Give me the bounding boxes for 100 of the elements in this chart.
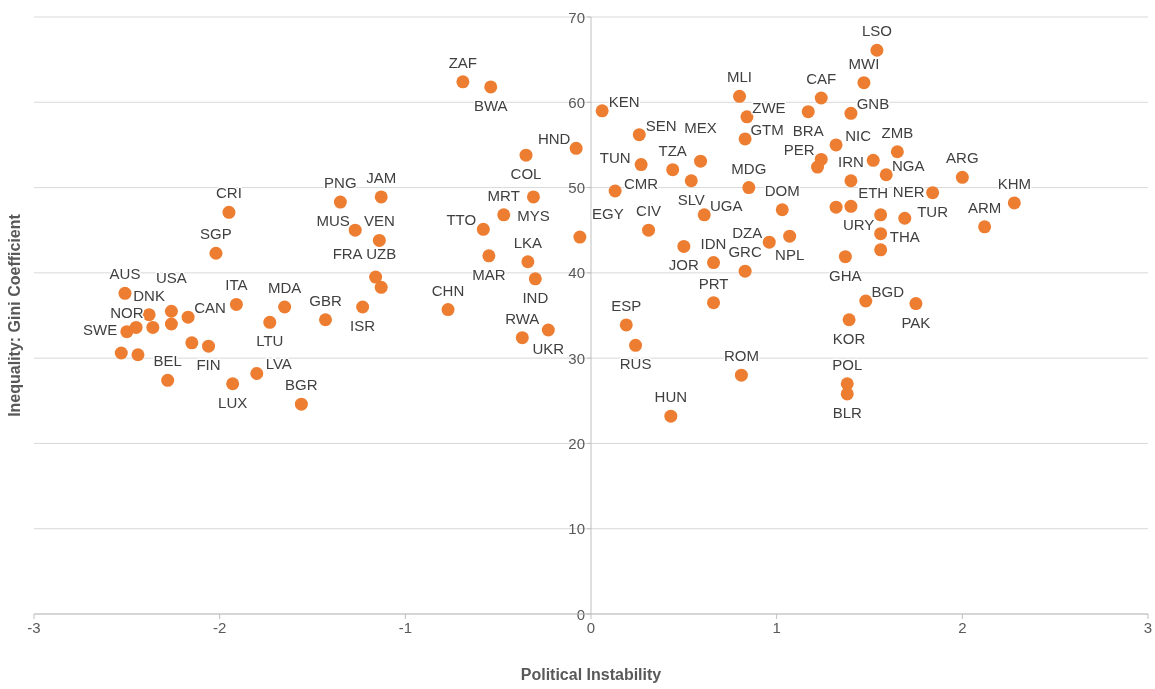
annotation: RWA	[505, 309, 540, 327]
annotation: SEN	[645, 116, 677, 134]
annotation: MWI	[848, 54, 880, 72]
x-tick-label: 3	[1143, 618, 1153, 636]
x-tick-label: 0	[586, 618, 596, 636]
annotation: USA	[155, 269, 187, 287]
annotation: MEX	[684, 119, 717, 137]
annotation: IND	[522, 288, 549, 306]
annotation: COL	[510, 165, 542, 183]
y-tick-label: 20	[568, 434, 585, 452]
annotation: MYS	[517, 206, 550, 224]
annotation: NPL	[775, 246, 805, 264]
x-tick-label: -2	[212, 618, 227, 636]
x-tick-label: -3	[27, 618, 41, 636]
annotation: ZWE	[752, 98, 786, 116]
annotation: GTM	[750, 120, 784, 138]
x-tick-label: 2	[958, 618, 967, 636]
annotation: PRT	[698, 274, 729, 292]
annotation: BEL	[153, 352, 182, 370]
annotation: GRC	[728, 243, 762, 261]
annotation: PAK	[901, 313, 931, 331]
y-tick-label: 40	[568, 264, 585, 282]
annotation: AUS	[109, 265, 141, 283]
annotation: BGD	[871, 283, 905, 300]
x-axis-title: Political Instability	[520, 666, 662, 683]
y-tick-label: 0	[576, 605, 585, 623]
annotation: CAN	[194, 299, 226, 317]
annotation: ZMB	[881, 123, 914, 141]
annotation: MRT	[487, 186, 520, 204]
annotation: CHN	[431, 281, 465, 299]
annotation: JOR	[668, 256, 699, 274]
annotation: TUR	[917, 202, 949, 220]
annotation: HND	[537, 130, 571, 148]
annotation: IDN	[700, 234, 727, 252]
annotation: CIV	[636, 202, 662, 220]
annotation: FRA	[332, 245, 363, 263]
annotation: RUS	[619, 355, 652, 373]
annotation: DZA	[732, 224, 763, 242]
annotation: BRA	[792, 121, 824, 139]
annotation: DNK	[133, 286, 165, 304]
annotation: NGA	[891, 156, 925, 174]
annotation: ARM	[967, 198, 1002, 216]
annotation: PER	[783, 141, 815, 159]
annotation: ARG	[946, 149, 979, 167]
annotation: SGP	[200, 225, 232, 243]
annotation: ESP	[611, 296, 642, 314]
annotation: UGA	[710, 196, 743, 214]
annotation: GNB	[856, 95, 890, 113]
annotation: LUX	[218, 393, 248, 411]
annotation: POL	[832, 355, 863, 373]
annotation: ZAF	[448, 53, 478, 71]
y-tick-label: 10	[568, 520, 585, 538]
annotation: ITA	[225, 276, 248, 294]
annotation: MLI	[727, 68, 753, 86]
annotation: KOR	[832, 329, 866, 347]
annotation: PNG	[324, 174, 357, 192]
annotation: GHA	[829, 266, 862, 284]
annotation: DOM	[764, 181, 800, 199]
annotation: SLV	[677, 190, 705, 208]
annotation: FIN	[196, 356, 221, 374]
annotation: ROM	[723, 347, 759, 365]
annotation: TZA	[658, 141, 687, 159]
y-axis-title: Inequality: Gini Coefficient	[5, 213, 23, 417]
annotation: TTO	[446, 211, 477, 229]
annotation: MDA	[267, 278, 302, 296]
annotation: IRN	[838, 152, 864, 170]
annotation: MDG	[731, 159, 767, 177]
annotation: LSO	[861, 22, 892, 40]
annotation: CMR	[624, 174, 659, 192]
y-tick-label: 70	[568, 8, 585, 26]
annotation: ISR	[350, 316, 376, 334]
annotation: MUS	[316, 212, 350, 230]
annotation: LTU	[256, 332, 284, 350]
annotation: UZB	[366, 245, 397, 263]
annotation: THA	[889, 228, 920, 246]
annotation: MAR	[472, 265, 506, 283]
annotation: JAM	[366, 168, 397, 186]
annotation: BWA	[473, 96, 508, 114]
annotation: BLR	[832, 403, 862, 421]
y-tick-label: 50	[568, 179, 585, 197]
annotation: SWE	[83, 321, 118, 339]
annotation: BGR	[285, 376, 318, 394]
annotation: URY	[842, 215, 875, 233]
annotation: TUN	[599, 148, 631, 166]
annotation: KHM	[997, 174, 1031, 192]
annotation: CRI	[216, 184, 242, 202]
annotation: NIC	[845, 126, 872, 144]
annotation: NOR	[110, 303, 144, 321]
annotation: EGY	[592, 205, 624, 223]
annotation: LVA	[265, 355, 292, 373]
annotation: NER	[892, 182, 925, 200]
annotation: ETH	[858, 184, 889, 202]
x-tick-label: -1	[398, 618, 413, 636]
annotation: GBR	[309, 291, 342, 309]
annotation: VEN	[363, 212, 395, 230]
x-tick-label: 1	[772, 618, 781, 636]
annotation: UKR	[532, 340, 565, 357]
annotation: KEN	[608, 92, 640, 110]
annotation: CAF	[806, 70, 837, 88]
annotation: LKA	[513, 233, 543, 251]
